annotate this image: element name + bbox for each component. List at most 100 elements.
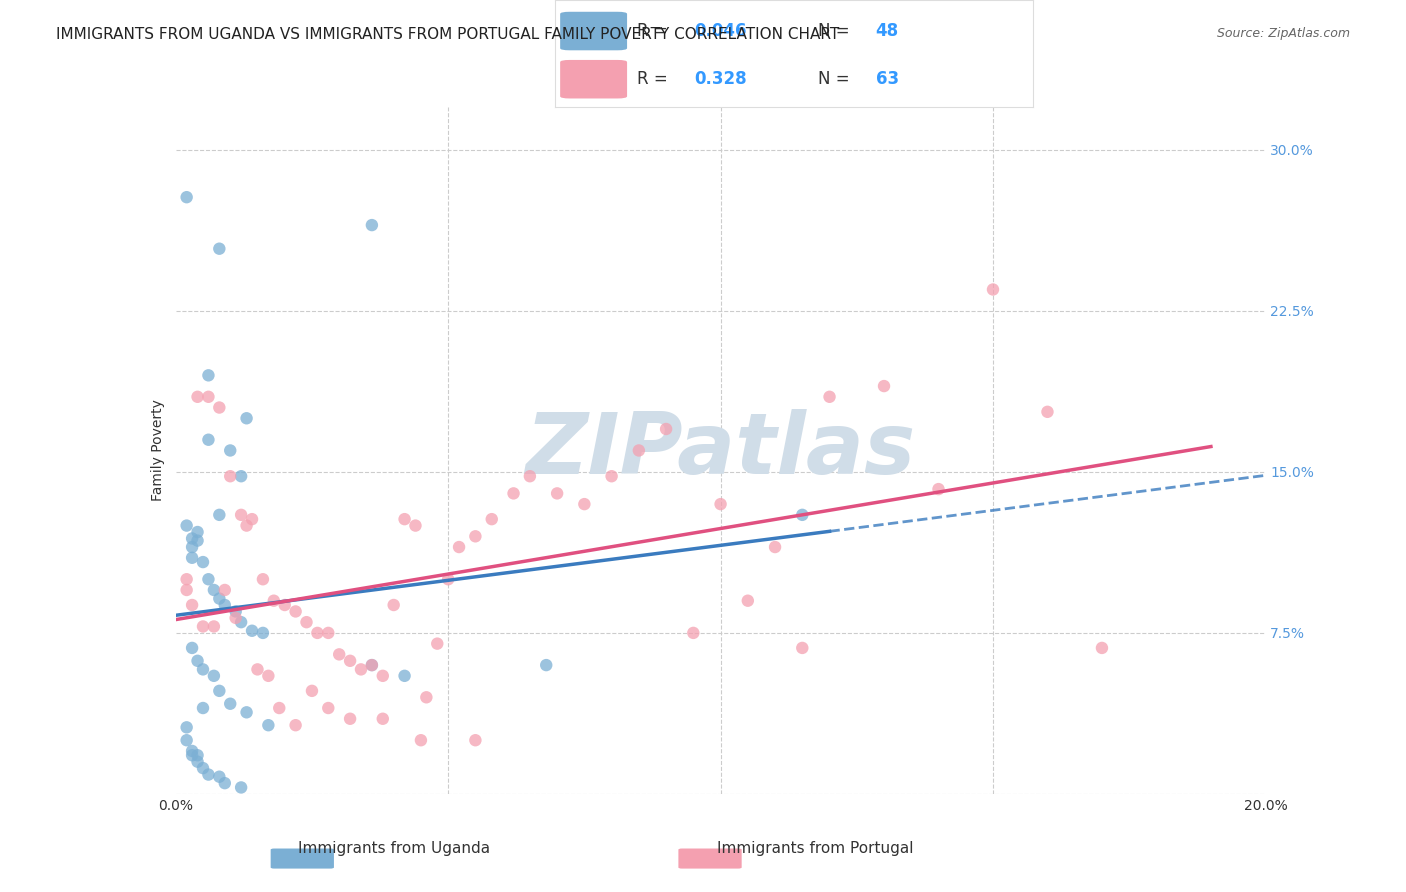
Point bbox=[360, 658, 382, 673]
Point bbox=[235, 518, 257, 533]
Point bbox=[534, 658, 557, 673]
Point bbox=[225, 611, 247, 625]
Point bbox=[307, 626, 329, 640]
Point bbox=[191, 662, 214, 676]
Point bbox=[519, 469, 541, 483]
Point bbox=[176, 733, 198, 747]
Point bbox=[191, 619, 214, 633]
Text: N =: N = bbox=[818, 70, 855, 88]
Point bbox=[710, 497, 733, 511]
Point bbox=[208, 591, 231, 606]
Point bbox=[481, 512, 503, 526]
Point bbox=[214, 598, 236, 612]
Point bbox=[240, 624, 263, 638]
Text: R =: R = bbox=[637, 22, 672, 40]
Point bbox=[186, 533, 209, 548]
Point bbox=[214, 776, 236, 790]
Point bbox=[176, 572, 198, 586]
Point bbox=[295, 615, 318, 630]
Point bbox=[1036, 405, 1059, 419]
Point bbox=[231, 615, 253, 630]
Point bbox=[208, 683, 231, 698]
Point bbox=[186, 524, 209, 539]
Point bbox=[214, 582, 236, 597]
FancyBboxPatch shape bbox=[560, 12, 627, 50]
Point bbox=[394, 669, 416, 683]
Text: Source: ZipAtlas.com: Source: ZipAtlas.com bbox=[1216, 27, 1350, 40]
Text: R =: R = bbox=[637, 70, 672, 88]
Point bbox=[186, 654, 209, 668]
Point bbox=[231, 469, 253, 483]
Point bbox=[447, 540, 470, 554]
Point bbox=[464, 529, 486, 543]
Point bbox=[202, 619, 225, 633]
Point bbox=[235, 411, 257, 425]
Point bbox=[252, 572, 274, 586]
Point bbox=[252, 626, 274, 640]
Point bbox=[1091, 640, 1114, 655]
Point bbox=[339, 712, 361, 726]
Point bbox=[181, 532, 204, 546]
Point bbox=[231, 508, 253, 522]
Point bbox=[235, 706, 257, 720]
Point bbox=[318, 626, 340, 640]
Point bbox=[274, 598, 297, 612]
Point bbox=[176, 720, 198, 734]
Point bbox=[197, 572, 219, 586]
Point bbox=[737, 593, 759, 607]
Point bbox=[600, 469, 623, 483]
FancyBboxPatch shape bbox=[678, 848, 742, 869]
Point bbox=[350, 662, 373, 676]
Text: N =: N = bbox=[818, 22, 855, 40]
Point bbox=[208, 770, 231, 784]
Point bbox=[426, 637, 449, 651]
Point bbox=[792, 508, 814, 522]
Point bbox=[360, 218, 382, 232]
Point bbox=[655, 422, 678, 436]
Point bbox=[176, 582, 198, 597]
Point bbox=[208, 508, 231, 522]
Text: 0.328: 0.328 bbox=[695, 70, 747, 88]
Point bbox=[225, 604, 247, 618]
Point bbox=[415, 690, 437, 705]
Point bbox=[394, 512, 416, 526]
Point bbox=[202, 582, 225, 597]
Point bbox=[328, 648, 350, 662]
Point bbox=[181, 640, 204, 655]
Point bbox=[263, 593, 285, 607]
Point bbox=[574, 497, 596, 511]
Point bbox=[792, 640, 814, 655]
Point bbox=[873, 379, 896, 393]
FancyBboxPatch shape bbox=[270, 848, 335, 869]
Point bbox=[409, 733, 432, 747]
Text: Immigrants from Portugal: Immigrants from Portugal bbox=[717, 841, 914, 856]
Point bbox=[240, 512, 263, 526]
Point bbox=[181, 744, 204, 758]
Point bbox=[186, 755, 209, 769]
Point bbox=[219, 697, 242, 711]
Text: 0.046: 0.046 bbox=[695, 22, 747, 40]
Point bbox=[246, 662, 269, 676]
Point bbox=[682, 626, 704, 640]
Point bbox=[257, 669, 280, 683]
Point bbox=[176, 518, 198, 533]
Point bbox=[257, 718, 280, 732]
Point bbox=[284, 718, 307, 732]
Point bbox=[360, 658, 382, 673]
Text: 63: 63 bbox=[876, 70, 898, 88]
Point bbox=[928, 482, 950, 496]
Point bbox=[981, 283, 1004, 297]
Point bbox=[405, 518, 427, 533]
Point bbox=[197, 390, 219, 404]
Point bbox=[464, 733, 486, 747]
Text: ZIPatlas: ZIPatlas bbox=[526, 409, 915, 492]
Point bbox=[284, 604, 307, 618]
Text: Immigrants from Uganda: Immigrants from Uganda bbox=[298, 841, 489, 856]
Point bbox=[371, 669, 394, 683]
Point bbox=[219, 469, 242, 483]
Text: IMMIGRANTS FROM UGANDA VS IMMIGRANTS FROM PORTUGAL FAMILY POVERTY CORRELATION CH: IMMIGRANTS FROM UGANDA VS IMMIGRANTS FRO… bbox=[56, 27, 839, 42]
Point bbox=[627, 443, 650, 458]
Point bbox=[191, 761, 214, 775]
Point bbox=[181, 540, 204, 554]
Point bbox=[208, 242, 231, 256]
